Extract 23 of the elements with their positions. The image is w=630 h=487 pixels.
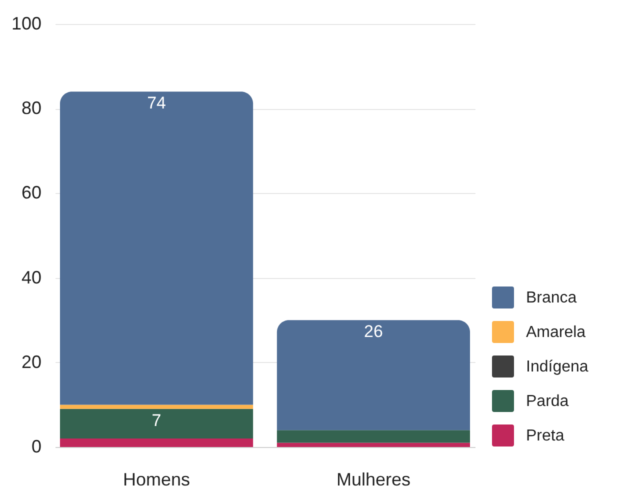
bar <box>60 404 254 409</box>
bar <box>276 442 470 447</box>
data-label: 7 <box>152 410 162 430</box>
legend-label: Parda <box>526 393 569 410</box>
legend-label: Amarela <box>526 324 586 341</box>
y-tick-label: 60 <box>21 182 42 203</box>
data-label: 74 <box>147 94 166 113</box>
legend-label: Indígena <box>526 358 588 376</box>
bar <box>60 438 254 447</box>
data-label: 26 <box>364 322 383 342</box>
legend-label: Preta <box>526 428 564 444</box>
y-tick-label: 100 <box>11 14 42 34</box>
y-tick-label: 80 <box>21 98 42 118</box>
y-tick-label: 0 <box>31 436 42 456</box>
bar <box>60 408 254 439</box>
x-tick-label: Homens <box>123 470 190 487</box>
bar <box>276 430 470 443</box>
y-tick-label: 20 <box>21 352 42 372</box>
legend-label: Branca <box>526 290 577 306</box>
y-tick-label: 40 <box>21 267 42 288</box>
bar <box>60 92 254 405</box>
bar <box>276 320 470 430</box>
x-tick-label: Mulheres <box>336 470 410 487</box>
